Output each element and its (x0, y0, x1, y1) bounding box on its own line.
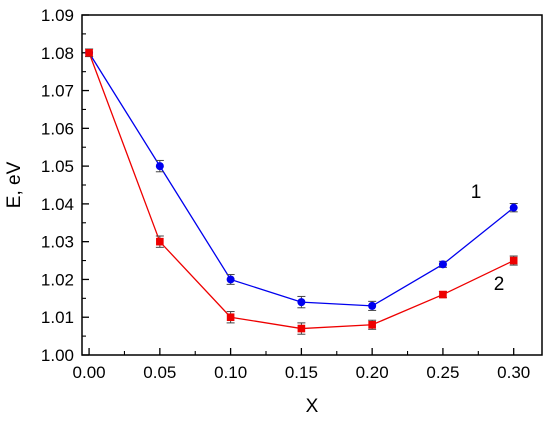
series-layer (85, 48, 518, 335)
x-tick-label: 0.30 (497, 363, 530, 382)
data-point (297, 324, 306, 333)
y-tick-label: 1.05 (41, 157, 74, 176)
series-2-label: 2 (494, 274, 505, 295)
x-axis-ticks: 0.00 0.05 0.10 0.15 0.20 0.25 0.30 (73, 348, 530, 382)
x-tick-label: 0.05 (143, 363, 176, 382)
y-axis-ticks: 1.00 1.01 1.02 1.03 1.04 1.05 1.06 1.07 1.08 1.09 (41, 6, 89, 365)
x-tick-label: 0.25 (426, 363, 459, 382)
data-point (439, 290, 447, 299)
series-1 (85, 48, 518, 311)
y-tick-label: 1.04 (41, 195, 74, 214)
data-point (226, 313, 235, 322)
x-tick-label: 0.00 (73, 363, 106, 382)
y-tick-label: 1.01 (41, 308, 74, 327)
data-point (368, 301, 377, 310)
data-point (156, 237, 164, 246)
data-point (509, 203, 518, 212)
y-tick-label: 1.02 (41, 270, 74, 289)
x-tick-label: 0.15 (285, 363, 318, 382)
y-axis-label: E, eV (4, 161, 25, 208)
y-tick-label: 1.03 (41, 233, 74, 252)
y-tick-label: 1.09 (41, 6, 74, 25)
y-tick-label: 1.06 (41, 119, 74, 138)
y-tick-label: 1.00 (41, 346, 74, 365)
x-tick-label: 0.10 (214, 363, 247, 382)
data-point (438, 260, 447, 269)
series-2 (85, 48, 518, 335)
data-point (155, 162, 164, 171)
series-1-line (88, 52, 515, 307)
series-2-line (88, 52, 514, 330)
data-point (85, 48, 93, 57)
data-point (297, 298, 306, 307)
x-tick-label: 0.20 (356, 363, 389, 382)
data-point (509, 256, 518, 265)
series-1-label: 1 (471, 182, 482, 203)
data-point (368, 320, 376, 329)
x-axis-label: X (306, 396, 319, 417)
y-tick-label: 1.08 (41, 44, 74, 63)
y-tick-label: 1.07 (41, 82, 74, 101)
data-point (226, 275, 235, 284)
